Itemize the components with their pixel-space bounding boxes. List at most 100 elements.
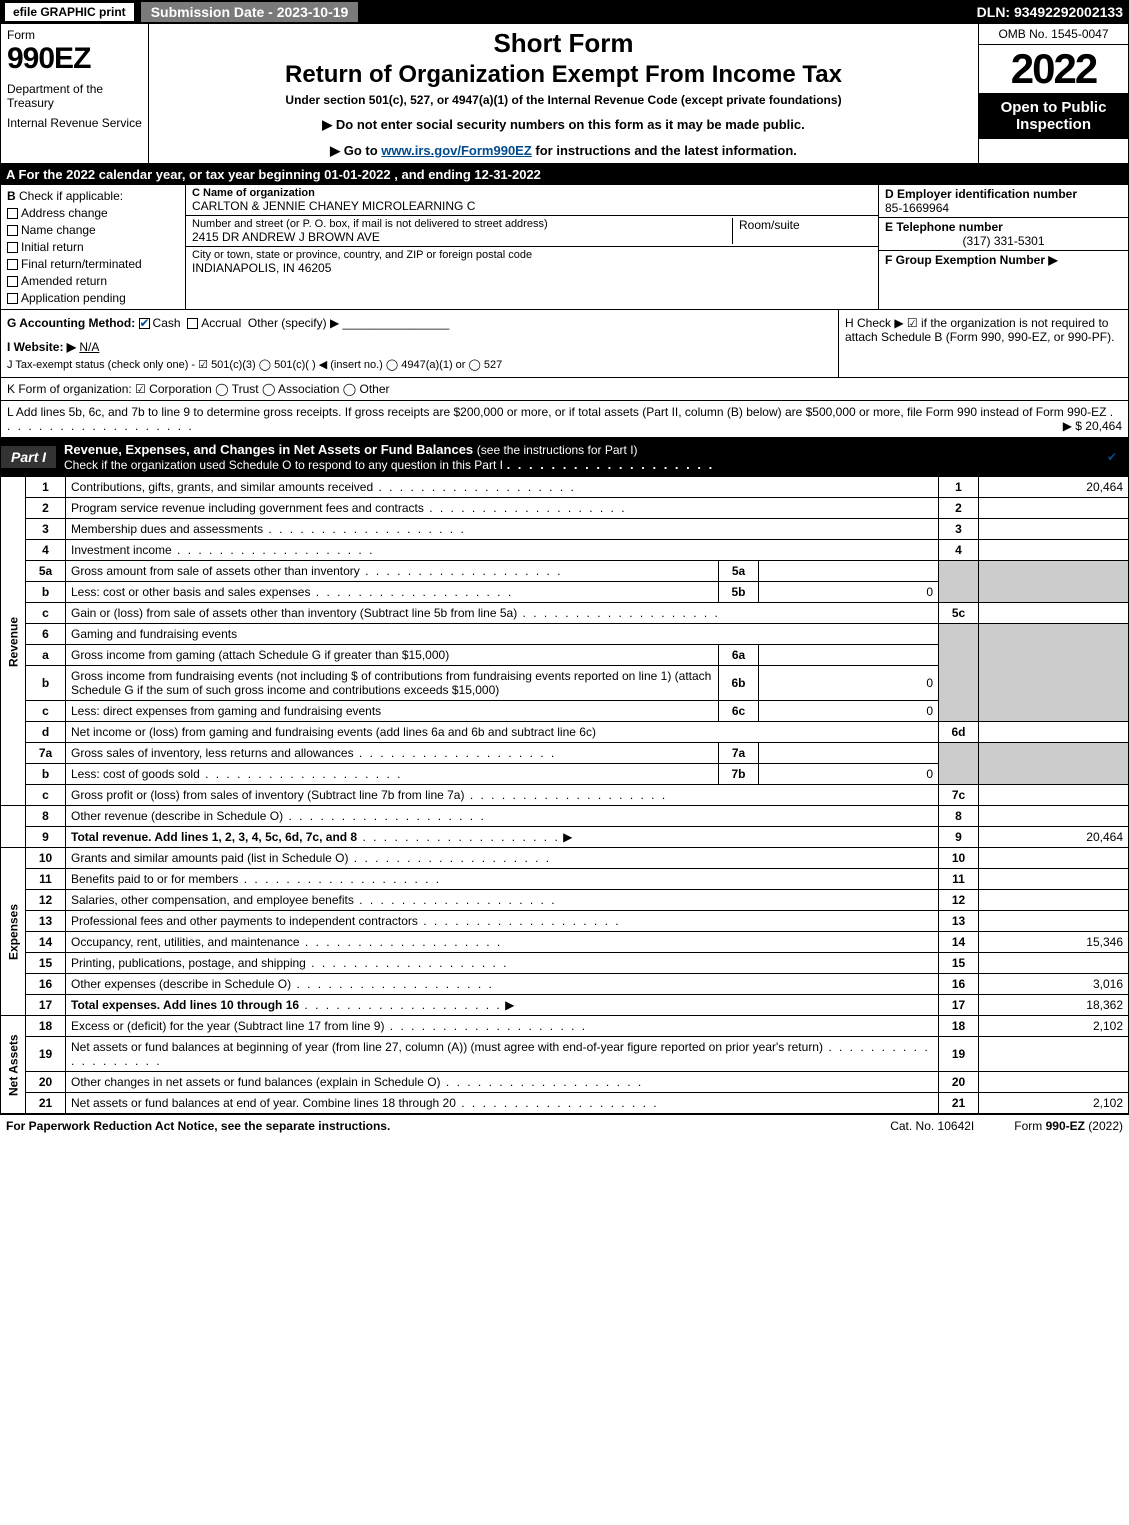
line-num: b: [26, 666, 66, 701]
table-row: 9 Total revenue. Add lines 1, 2, 3, 4, 5…: [1, 827, 1129, 848]
table-row: 17 Total expenses. Add lines 10 through …: [1, 995, 1129, 1016]
right-num: 1: [939, 477, 979, 498]
irs-link[interactable]: www.irs.gov/Form990EZ: [381, 143, 532, 158]
line-desc: Less: cost or other basis and sales expe…: [66, 582, 719, 603]
dots-icon: [424, 501, 627, 515]
street-row: Number and street (or P. O. box, if mail…: [186, 216, 878, 247]
omb-number: OMB No. 1545-0047: [979, 24, 1128, 45]
instructions-link-line: ▶ Go to www.irs.gov/Form990EZ for instru…: [157, 143, 970, 159]
line-l-text: L Add lines 5b, 6c, and 7b to line 9 to …: [7, 405, 1106, 419]
right-num: 19: [939, 1037, 979, 1072]
dots-icon: [300, 935, 503, 949]
right-num: 2: [939, 498, 979, 519]
note2-pre: ▶ Go to: [330, 143, 381, 158]
line-num: 21: [26, 1093, 66, 1114]
right-num: 9: [939, 827, 979, 848]
right-num: 13: [939, 911, 979, 932]
note2-post: for instructions and the latest informat…: [532, 143, 797, 158]
line-k: K Form of organization: ☑ Corporation ◯ …: [0, 378, 1129, 401]
line-num: 4: [26, 540, 66, 561]
sub-val: 0: [759, 701, 939, 722]
line-num: 19: [26, 1037, 66, 1072]
g-other: Other (specify) ▶: [248, 316, 339, 330]
chk-initial-return[interactable]: Initial return: [7, 240, 179, 254]
ein-row: D Employer identification number 85-1669…: [879, 185, 1128, 218]
street-value: 2415 DR ANDREW J BROWN AVE: [192, 230, 548, 244]
right-val: [979, 540, 1129, 561]
checkbox-icon: [7, 276, 18, 287]
column-b: B Check if applicable: Address change Na…: [1, 185, 186, 309]
line-num: 7a: [26, 743, 66, 764]
checkbox-icon: [7, 242, 18, 253]
shaded-cell: [939, 743, 979, 785]
line-desc: Occupancy, rent, utilities, and maintena…: [66, 932, 939, 953]
sub-val: [759, 743, 939, 764]
table-row: 11 Benefits paid to or for members 11: [1, 869, 1129, 890]
line-desc: Program service revenue including govern…: [66, 498, 939, 519]
line-desc: Net assets or fund balances at end of ye…: [66, 1093, 939, 1114]
sub-num: 6b: [719, 666, 759, 701]
b-label: B: [7, 189, 16, 203]
sub-num: 6a: [719, 645, 759, 666]
shaded-cell: [939, 561, 979, 603]
right-num: 6d: [939, 722, 979, 743]
right-num: 7c: [939, 785, 979, 806]
line-l: L Add lines 5b, 6c, and 7b to line 9 to …: [0, 401, 1129, 438]
line-num: c: [26, 603, 66, 624]
table-row: 2 Program service revenue including gove…: [1, 498, 1129, 519]
right-val: 15,346: [979, 932, 1129, 953]
line-j: J Tax-exempt status (check only one) - ☑…: [7, 358, 832, 371]
line-desc: Less: direct expenses from gaming and fu…: [66, 701, 719, 722]
chk-application-pending[interactable]: Application pending: [7, 291, 179, 305]
chk-label: Amended return: [21, 274, 107, 288]
chk-cash[interactable]: [139, 318, 150, 329]
line-desc: Less: cost of goods sold: [66, 764, 719, 785]
chk-label: Final return/terminated: [21, 257, 142, 271]
line-num: 15: [26, 953, 66, 974]
table-row: 16 Other expenses (describe in Schedule …: [1, 974, 1129, 995]
line-desc: Membership dues and assessments: [66, 519, 939, 540]
line-desc: Total expenses. Add lines 10 through 16 …: [66, 995, 939, 1016]
line-desc: Excess or (deficit) for the year (Subtra…: [66, 1016, 939, 1037]
header-left: Form 990EZ Department of the Treasury In…: [1, 24, 149, 163]
right-num: 5c: [939, 603, 979, 624]
dots-icon: [373, 480, 576, 494]
line-num: a: [26, 645, 66, 666]
ghij-left: G Accounting Method: Cash Accrual Other …: [1, 310, 838, 377]
chk-name-change[interactable]: Name change: [7, 223, 179, 237]
footer-form-ref: Form 990-EZ (2022): [1014, 1119, 1123, 1133]
chk-address-change[interactable]: Address change: [7, 206, 179, 220]
line-desc: Printing, publications, postage, and shi…: [66, 953, 939, 974]
right-val: 2,102: [979, 1016, 1129, 1037]
dots-icon: [360, 564, 563, 578]
right-num: 15: [939, 953, 979, 974]
sub-num: 7a: [719, 743, 759, 764]
table-row: 19 Net assets or fund balances at beginn…: [1, 1037, 1129, 1072]
right-num: 12: [939, 890, 979, 911]
line-desc: Benefits paid to or for members: [66, 869, 939, 890]
dept-treasury: Department of the Treasury: [7, 82, 142, 110]
part1-checkline: Check if the organization used Schedule …: [64, 458, 503, 472]
checkbox-icon: [7, 259, 18, 270]
efile-print-button[interactable]: efile GRAPHIC print: [4, 2, 135, 22]
table-row: 13 Professional fees and other payments …: [1, 911, 1129, 932]
chk-final-return[interactable]: Final return/terminated: [7, 257, 179, 271]
table-row: 4 Investment income 4: [1, 540, 1129, 561]
chk-label: Address change: [21, 206, 108, 220]
chk-amended-return[interactable]: Amended return: [7, 274, 179, 288]
room-suite: Room/suite: [732, 218, 872, 244]
checkbox-icon: [7, 208, 18, 219]
form-title: Return of Organization Exempt From Incom…: [157, 61, 970, 89]
city-row: City or town, state or province, country…: [186, 247, 878, 277]
part1-table: Revenue 1 Contributions, gifts, grants, …: [0, 476, 1129, 1114]
sub-val: 0: [759, 582, 939, 603]
dots-icon: [238, 872, 441, 886]
chk-label: Initial return: [21, 240, 84, 254]
part1-schedule-o-check[interactable]: [1106, 450, 1120, 464]
chk-accrual[interactable]: [187, 318, 198, 329]
line-desc: Gaming and fundraising events: [66, 624, 939, 645]
right-num: 18: [939, 1016, 979, 1037]
right-val: [979, 848, 1129, 869]
line-num: 8: [26, 806, 66, 827]
top-bar: efile GRAPHIC print Submission Date - 20…: [0, 0, 1129, 24]
